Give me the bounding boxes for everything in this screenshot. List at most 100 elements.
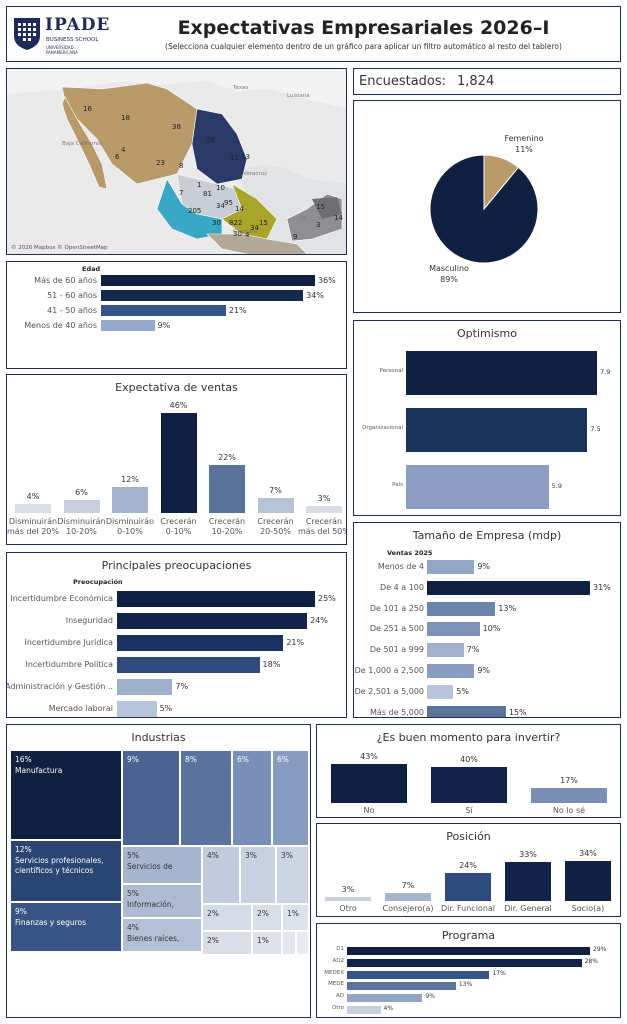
treemap-tile[interactable]: 5% Información, [123, 885, 201, 917]
treemap-tile[interactable]: 3% [241, 847, 275, 903]
treemap-tile[interactable]: 6% [273, 751, 308, 845]
treemap-tile[interactable]: 8% [181, 751, 231, 845]
map-panel[interactable]: 16 18 38 28 11 13 8 23 4 6 7 1 10 81 34 95 14 205 30 822 15 3… [6, 68, 347, 255]
concerns-bar[interactable] [117, 679, 173, 695]
sales-bar[interactable] [160, 413, 197, 513]
invest-bar[interactable] [531, 787, 607, 803]
concerns-bar[interactable] [117, 701, 157, 717]
sales-bar[interactable] [209, 465, 245, 513]
map-region-value[interactable]: 81 [203, 190, 212, 198]
position-bar[interactable] [565, 861, 611, 901]
treemap-tile[interactable]: 5% Servicios de [123, 847, 201, 883]
map-region-value[interactable]: 38 [172, 123, 181, 131]
age-bar[interactable] [101, 290, 304, 301]
map-region-value[interactable]: 16 [83, 105, 92, 113]
map-region-value[interactable]: 34 [216, 202, 225, 210]
company-size-chart[interactable]: Ventas 2025 Menos de 4 9% De 4 a 100 31% De 1… [354, 523, 620, 717]
company_size-bar[interactable] [427, 705, 506, 717]
map-region-value[interactable]: 10 [216, 184, 225, 192]
sales-bar[interactable] [257, 497, 294, 513]
map-region-value[interactable]: 15 [259, 219, 268, 227]
program-bar[interactable] [347, 958, 582, 967]
map-region-value[interactable]: 11 [230, 154, 239, 162]
pie-slice-masculino[interactable] [429, 154, 539, 264]
map-region-value[interactable]: 13 [241, 153, 250, 161]
program-bar[interactable] [347, 1006, 381, 1014]
treemap-tile[interactable] [283, 932, 295, 954]
treemap-tile[interactable]: 1% [253, 932, 281, 954]
map-region-value[interactable]: 4 [245, 231, 250, 239]
company_size-bar[interactable] [427, 622, 480, 637]
position-bar[interactable] [325, 897, 371, 901]
age-panel[interactable]: Edad Más de 60 años 36% 51 - 60 años 34% 41 -… [6, 261, 347, 369]
company_size-bar[interactable] [427, 684, 454, 699]
map-region-value[interactable]: 34 [250, 224, 259, 232]
sales-bar[interactable] [306, 506, 342, 513]
position-bar[interactable] [445, 872, 491, 901]
treemap-tile[interactable] [297, 932, 308, 954]
treemap-tile[interactable]: 2% [203, 932, 251, 954]
age-bar[interactable] [101, 320, 155, 331]
map-region-value[interactable]: 205 [188, 207, 202, 215]
treemap-tile[interactable]: 12% Servicios profesionales, científicos … [11, 841, 121, 901]
map-region-value[interactable]: 1 [197, 181, 202, 189]
position-bar[interactable] [385, 892, 431, 901]
company_size-bar[interactable] [427, 664, 475, 678]
treemap-tile[interactable]: 1% [283, 905, 308, 930]
mexico-map[interactable] [7, 69, 347, 255]
sales-bar[interactable] [63, 499, 100, 513]
company_size-bar[interactable] [427, 643, 464, 658]
position-chart[interactable]: 3% Otro 7% Consejero(a) 24% Dir. Funcional 33%… [317, 824, 620, 916]
sales-panel[interactable]: Expectativa de ventas 4% Disminuirán más d… [6, 374, 347, 545]
treemap-tile[interactable]: 4% Bienes raíces, [123, 919, 201, 951]
optimism-bar[interactable] [406, 465, 549, 509]
age-bar[interactable] [101, 275, 315, 286]
treemap-tile[interactable]: 2% [253, 905, 281, 930]
optimism-panel[interactable]: Optimismo Personal 7.9 Organizacional 7.5 Pa… [353, 320, 621, 516]
concerns-bar[interactable] [117, 591, 315, 607]
map-region-value[interactable]: 4 [121, 146, 126, 154]
company_size-bar[interactable] [427, 580, 590, 595]
map-region-value[interactable]: 28 [206, 136, 215, 144]
map-region-value[interactable]: 14 [235, 205, 244, 213]
gender-pie-chart[interactable]: Femenino 11% Masculino 89% [354, 101, 621, 313]
position-panel[interactable]: Posición 3% Otro 7% Consejero(a) 24% Dir. Fun… [316, 823, 621, 917]
map-region-value[interactable]: 9 [293, 233, 298, 241]
program-bar[interactable] [347, 982, 456, 991]
invest-chart[interactable]: 43% No 40% Sí 17% No lo sé [317, 725, 620, 817]
invest-panel[interactable]: ¿Es buen momento para invertir? 43% No 40%… [316, 724, 621, 818]
program-bar[interactable] [347, 970, 490, 979]
treemap-tile[interactable]: 6% [233, 751, 271, 845]
concerns-bar[interactable] [117, 635, 284, 651]
map-region-value[interactable]: 7 [179, 189, 184, 197]
sales-bar[interactable] [15, 504, 51, 513]
map-region-value[interactable]: 14 [334, 214, 343, 222]
treemap-tile[interactable]: 3% [277, 847, 308, 903]
company-size-panel[interactable]: Tamaño de Empresa (mdp) Ventas 2025 Menos… [353, 522, 621, 718]
treemap-tile[interactable]: 9% Finanzas y seguros [11, 903, 121, 951]
map-region-value[interactable]: 3 [316, 221, 321, 229]
company_size-bar[interactable] [427, 601, 496, 616]
sales-bar[interactable] [112, 486, 148, 513]
program-bar[interactable] [347, 994, 423, 1003]
treemap-tile[interactable]: 16% Manufactura [11, 751, 121, 839]
map-region-value[interactable]: 8 [179, 162, 184, 170]
sales-chart[interactable]: 4% Disminuirán más del 20% 6% Disminuirán 10-… [7, 375, 346, 544]
industries-treemap[interactable]: 16% Manufactura 12% Servicios profesionales… [7, 725, 310, 1017]
optimism-bar[interactable] [406, 351, 597, 395]
industries-panel[interactable]: Industrias 16% Manufactura 12% Servicios pr… [6, 724, 311, 1018]
invest-bar[interactable] [331, 764, 407, 803]
concerns-bar[interactable] [117, 613, 308, 629]
position-bar[interactable] [505, 862, 551, 901]
company_size-bar[interactable] [427, 560, 475, 574]
optimism-bar[interactable] [406, 408, 588, 452]
map-region-value[interactable]: 30 [212, 219, 221, 227]
treemap-tile[interactable]: 4% [203, 847, 239, 903]
program-panel[interactable]: Programa D1 29% AD2 28% MEDEX 17% MEDE 13% AD 9% O… [316, 923, 621, 1018]
gender-panel[interactable]: Femenino 11% Masculino 89% [353, 100, 621, 313]
map-region-value[interactable]: 822 [229, 219, 243, 227]
age-chart[interactable]: Edad Más de 60 años 36% 51 - 60 años 34% 41 -… [7, 262, 346, 368]
treemap-tile[interactable]: 9% [123, 751, 179, 845]
invest-bar[interactable] [431, 766, 507, 803]
map-region-value[interactable]: 95 [224, 199, 233, 207]
